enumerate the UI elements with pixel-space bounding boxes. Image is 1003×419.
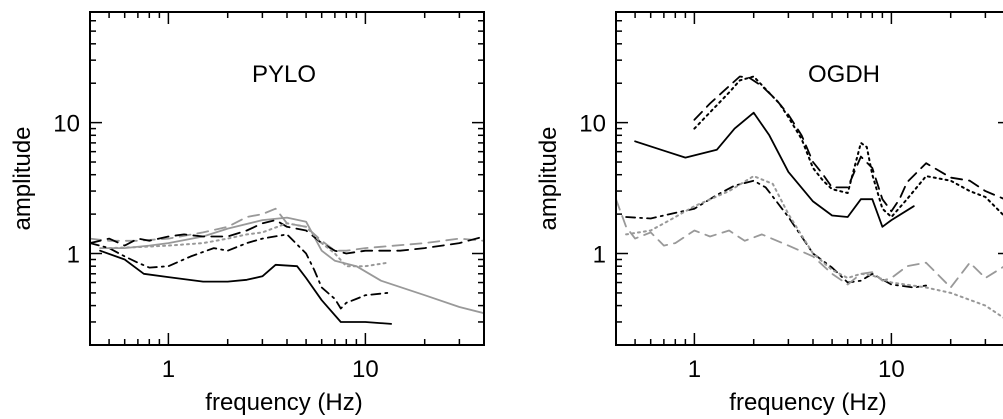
y-axis-label: amplitude [535, 126, 562, 230]
x-axis-label: frequency (Hz) [729, 389, 886, 416]
series-line-4 [90, 219, 484, 255]
series-line-2 [693, 75, 1003, 213]
tick-group: 1 10 1 10 [579, 11, 1003, 383]
y-axis-label: amplitude [9, 126, 36, 230]
series-line-6 [108, 222, 389, 268]
y-tick-label: 10 [53, 111, 80, 138]
x-tick-label: 10 [878, 356, 905, 383]
series-line-3 [693, 75, 1003, 218]
y-tick-label: 1 [593, 242, 606, 269]
x-tick-label: 1 [688, 356, 701, 383]
y-tick-label: 1 [67, 242, 80, 269]
series-line-4 [625, 179, 927, 289]
series-line-5 [625, 175, 1003, 319]
chart-panel-ogdh: 1 10 1 10 OGDH frequency (Hz) amplitude [535, 11, 1003, 416]
x-tick-label: 10 [352, 356, 379, 383]
series-group [616, 75, 1003, 319]
series-group [90, 207, 484, 325]
x-tick-label: 1 [162, 356, 175, 383]
series-line-5 [90, 233, 389, 310]
chart-title: PYLO [252, 61, 316, 88]
tick-group: 1 10 1 10 [53, 11, 485, 383]
series-line-2 [99, 216, 484, 315]
chart-panel-pylo: 1 10 1 10 PYLO frequency (Hz) amplitude [9, 11, 485, 416]
series-line-1 [99, 249, 393, 325]
series-line-1 [634, 111, 915, 228]
x-axis-label: frequency (Hz) [205, 389, 362, 416]
series-line-3 [90, 207, 484, 252]
chart-title: OGDH [808, 61, 880, 88]
series-line-6 [616, 198, 1003, 289]
y-tick-label: 10 [579, 111, 606, 138]
